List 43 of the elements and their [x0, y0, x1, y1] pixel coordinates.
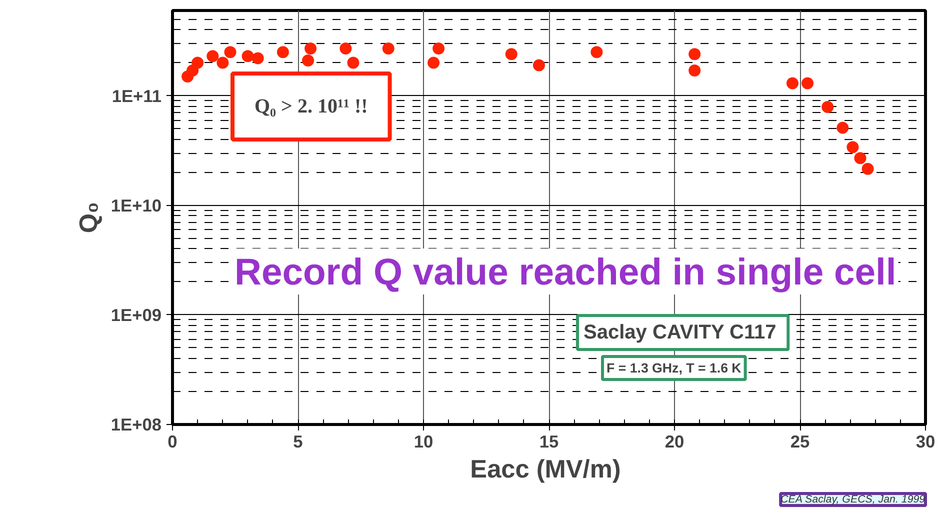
x-tick-label: 10 — [414, 432, 434, 452]
x-tick-label: 30 — [916, 432, 936, 452]
point — [347, 56, 360, 69]
point — [688, 64, 701, 77]
x-tick-label: 0 — [168, 432, 178, 452]
x-tick-label: 15 — [539, 432, 559, 452]
point — [862, 162, 874, 175]
point — [428, 56, 440, 69]
point — [505, 48, 518, 60]
point — [822, 100, 834, 113]
point — [216, 56, 229, 69]
annotation: Record Q value reached in single cell — [234, 250, 896, 292]
point — [846, 141, 859, 154]
annotation: F = 1.3 GHz, T = 1.6 K — [606, 360, 742, 376]
point — [590, 46, 603, 58]
x-tick-label: 25 — [790, 432, 810, 452]
point — [854, 152, 866, 164]
point — [836, 122, 849, 134]
point — [382, 42, 394, 54]
point — [302, 54, 314, 66]
x-tick-label: 20 — [664, 432, 684, 452]
annotation: Saclay CAVITY C117 — [584, 322, 776, 344]
point — [276, 46, 289, 58]
point — [340, 42, 352, 54]
point — [206, 50, 219, 62]
y-tick-label: 1E+08 — [110, 414, 162, 434]
point — [802, 77, 814, 90]
point — [688, 48, 701, 60]
x-axis-title: Eacc (MV/m) — [470, 456, 621, 484]
y-tick-label: 1E+11 — [112, 86, 162, 106]
y-tick-label: 1E+10 — [110, 195, 162, 216]
point — [532, 59, 545, 72]
point — [242, 50, 254, 62]
point — [192, 56, 204, 69]
point — [432, 42, 445, 54]
y-tick-label: 1E+09 — [110, 304, 162, 325]
point — [786, 77, 798, 90]
point — [224, 46, 236, 58]
point — [252, 52, 264, 64]
point — [304, 42, 317, 54]
y-axis-title: Q₀ — [74, 202, 103, 234]
x-tick-label: 5 — [293, 432, 304, 452]
annotation: Q₀ > 2. 10¹¹ !! — [254, 96, 368, 118]
